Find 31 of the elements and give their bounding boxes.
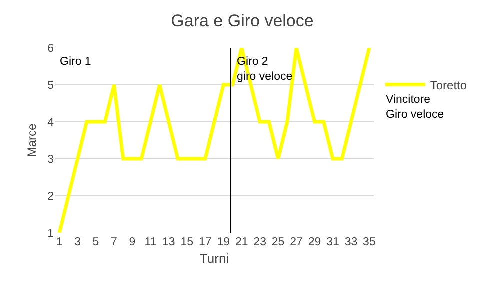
x-tick-label: 23 (254, 236, 266, 248)
y-tick-label: 4 (48, 117, 55, 130)
y-tick-label: 1 (48, 228, 54, 240)
x-tick-label: 17 (198, 236, 212, 248)
x-tick-label: 19 (217, 236, 230, 248)
y-tick-label: 5 (48, 80, 54, 92)
x-tick-label: 35 (363, 236, 376, 248)
y-tick-label: 6 (48, 43, 54, 56)
chart-title: Gara e Giro veloce (171, 11, 314, 30)
annotation: Giro 1 (60, 56, 92, 68)
x-tick-label: 3 (74, 236, 81, 248)
x-tick-label: 11 (144, 236, 157, 248)
x-tick-label: 15 (180, 236, 194, 248)
y-tick-label: 2 (48, 191, 54, 204)
x-tick-label: 5 (92, 236, 100, 248)
x-tick-label: 27 (290, 236, 303, 248)
x-tick-label: 9 (129, 236, 136, 248)
line-series (58, 48, 372, 233)
legend-label: Toretto (430, 78, 468, 92)
text: Vincitore Giro veloce (386, 94, 444, 121)
x-tick-label: 31 (326, 236, 340, 248)
x-tick-label: 13 (162, 236, 176, 248)
x-tick-label: 33 (344, 236, 358, 248)
x-tick-label: 7 (111, 236, 118, 248)
x-axis-title: Turni (200, 251, 230, 266)
x-tick-label: 1 (56, 236, 63, 248)
x-tick-label: 29 (308, 236, 322, 248)
y-axis-title: Marce (24, 124, 39, 158)
x-tick-label: 21 (235, 236, 248, 248)
y-tick-label: 3 (48, 154, 54, 166)
x-tick-label: 25 (272, 236, 285, 248)
